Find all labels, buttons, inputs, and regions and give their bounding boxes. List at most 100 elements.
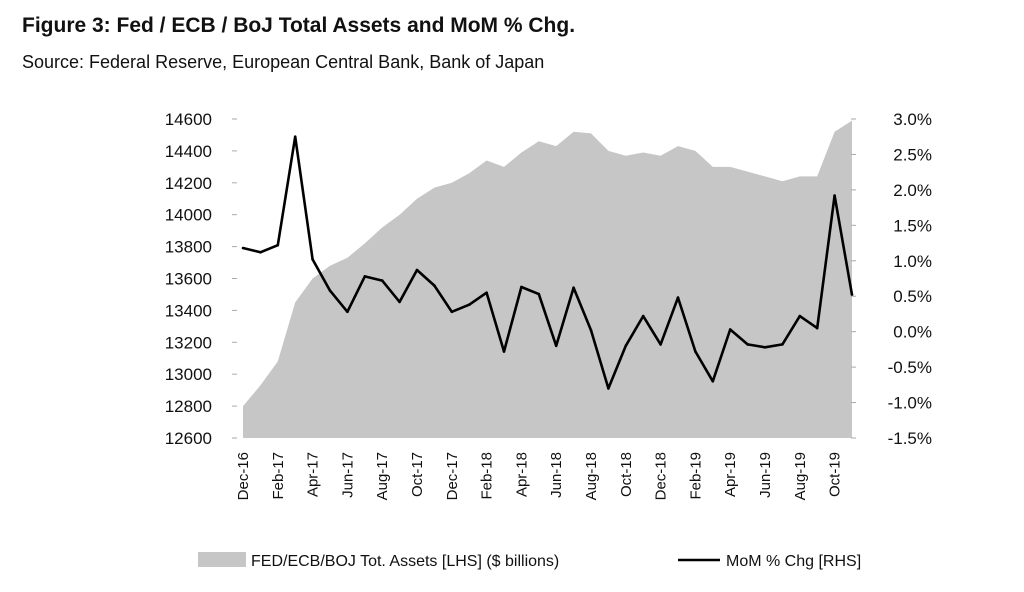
x-axis-tick-label: Apr-19: [722, 452, 739, 497]
mom-line-point: [572, 286, 575, 290]
mom-line-point: [363, 275, 367, 278]
mom-line-point: [554, 344, 558, 348]
mom-line-point: [398, 300, 401, 304]
assets-area-point: [329, 264, 332, 267]
assets-area-point: [242, 405, 245, 408]
mom-line-point: [433, 284, 436, 287]
assets-area-point: [677, 145, 680, 148]
mom-line-point: [380, 279, 384, 282]
assets-area-point: [398, 213, 401, 216]
x-axis-tick-label: Aug-19: [792, 452, 809, 500]
assets-area-point: [798, 175, 801, 178]
assets-area-point: [851, 119, 854, 122]
x-axis-tick-label: Feb-19: [687, 452, 704, 500]
mom-line-point: [711, 380, 715, 383]
left-axis-tick-label: 14200: [165, 174, 212, 193]
assets-area-point: [659, 154, 662, 157]
left-axis-tick-label: 13200: [165, 333, 212, 352]
assets-area-point: [503, 165, 506, 168]
left-axis-tick-label: 13400: [165, 301, 212, 320]
assets-area-point: [276, 360, 279, 363]
mom-line-point: [798, 314, 802, 318]
left-axis-tick-label: 14400: [165, 142, 212, 161]
x-axis-tick-label: Jun-17: [339, 452, 356, 498]
mom-line-series: [242, 135, 854, 390]
assets-area-point: [833, 130, 836, 133]
assets-area-point: [711, 165, 714, 168]
mom-line-point: [641, 314, 645, 318]
mom-line-point: [694, 350, 697, 353]
mom-line-point: [259, 251, 262, 254]
assets-area-point: [781, 180, 784, 183]
right-axis-tick-label: 2.5%: [893, 145, 932, 164]
assets-area-series: [243, 120, 852, 438]
left-axis-tick-label: 13600: [165, 270, 212, 289]
assets-area-point: [746, 170, 749, 173]
left-axis-tick-label: 14600: [165, 110, 212, 129]
assets-area-point: [694, 149, 697, 152]
right-axis-tick-label: 3.0%: [893, 110, 932, 129]
legend-swatch-assets: [198, 552, 246, 567]
right-axis-tick-label: 2.0%: [893, 181, 932, 200]
mom-line-point: [815, 326, 819, 330]
assets-area-point: [572, 130, 575, 133]
right-axis-tick-label: 1.0%: [893, 252, 932, 271]
mom-line-point: [415, 268, 419, 272]
x-axis-tick-label: Oct-19: [827, 452, 844, 497]
assets-area-point: [363, 242, 366, 245]
left-axis-tick-label: 13800: [165, 238, 212, 257]
x-axis-tick-label: Jun-19: [757, 452, 774, 498]
mom-line-point: [276, 243, 280, 247]
assets-area-point: [642, 151, 645, 154]
mom-line-point: [311, 258, 314, 261]
mom-line-point: [537, 292, 541, 296]
mom-line-point: [607, 387, 610, 390]
mom-line-point: [746, 343, 749, 346]
x-axis-tick-label: Apr-17: [305, 452, 322, 497]
assets-area-point: [816, 175, 819, 178]
mom-line-point: [346, 310, 349, 314]
right-axis-tick-label: 1.5%: [893, 216, 932, 235]
left-axis-tick-label: 13000: [165, 365, 212, 384]
mom-line-point: [728, 328, 732, 331]
mom-line-point: [833, 194, 836, 197]
assets-area-point: [729, 165, 732, 168]
chart-source: Source: Federal Reserve, European Centra…: [22, 52, 545, 72]
assets-area-point: [311, 277, 314, 280]
mom-line-point: [624, 344, 628, 348]
mom-line-point: [467, 303, 471, 307]
x-axis-tick-label: Apr-18: [513, 452, 530, 497]
mom-line-point: [450, 310, 454, 314]
mom-line-point: [676, 296, 680, 299]
assets-area-point: [259, 384, 262, 387]
mom-line-point: [520, 285, 523, 289]
x-axis-tick-label: Dec-18: [653, 452, 670, 500]
mom-line-point: [485, 291, 488, 295]
assets-area-point: [450, 181, 453, 184]
right-axis-tick-label: -1.5%: [888, 429, 932, 448]
mom-line-point: [781, 343, 784, 346]
assets-area-point: [624, 154, 627, 157]
assets-area-point: [590, 132, 593, 135]
left-axis-tick-label: 12600: [165, 429, 212, 448]
mom-line-point: [659, 343, 662, 346]
x-axis-tick-label: Jun-18: [548, 452, 565, 498]
assets-area-point: [468, 172, 471, 175]
x-axis-tick-label: Oct-18: [618, 452, 635, 497]
right-axis-tick-label: 0.5%: [893, 287, 932, 306]
mom-line-point: [589, 328, 593, 332]
x-axis-tick-label: Aug-18: [583, 452, 600, 500]
mom-line-point: [763, 346, 767, 349]
right-axis-tick-label: 0.0%: [893, 323, 932, 342]
mom-line-point: [293, 135, 297, 138]
x-axis-tick-label: Feb-17: [270, 452, 287, 500]
left-axis-tick-label: 12800: [165, 397, 212, 416]
assets-area-point: [485, 159, 488, 162]
x-axis-tick-label: Dec-17: [444, 452, 461, 500]
right-axis-tick-label: -0.5%: [888, 358, 932, 377]
assets-area-point: [520, 151, 523, 154]
x-axis-tick-label: Feb-18: [479, 452, 496, 500]
mom-line-point: [502, 350, 506, 353]
assets-area-point: [764, 175, 767, 178]
